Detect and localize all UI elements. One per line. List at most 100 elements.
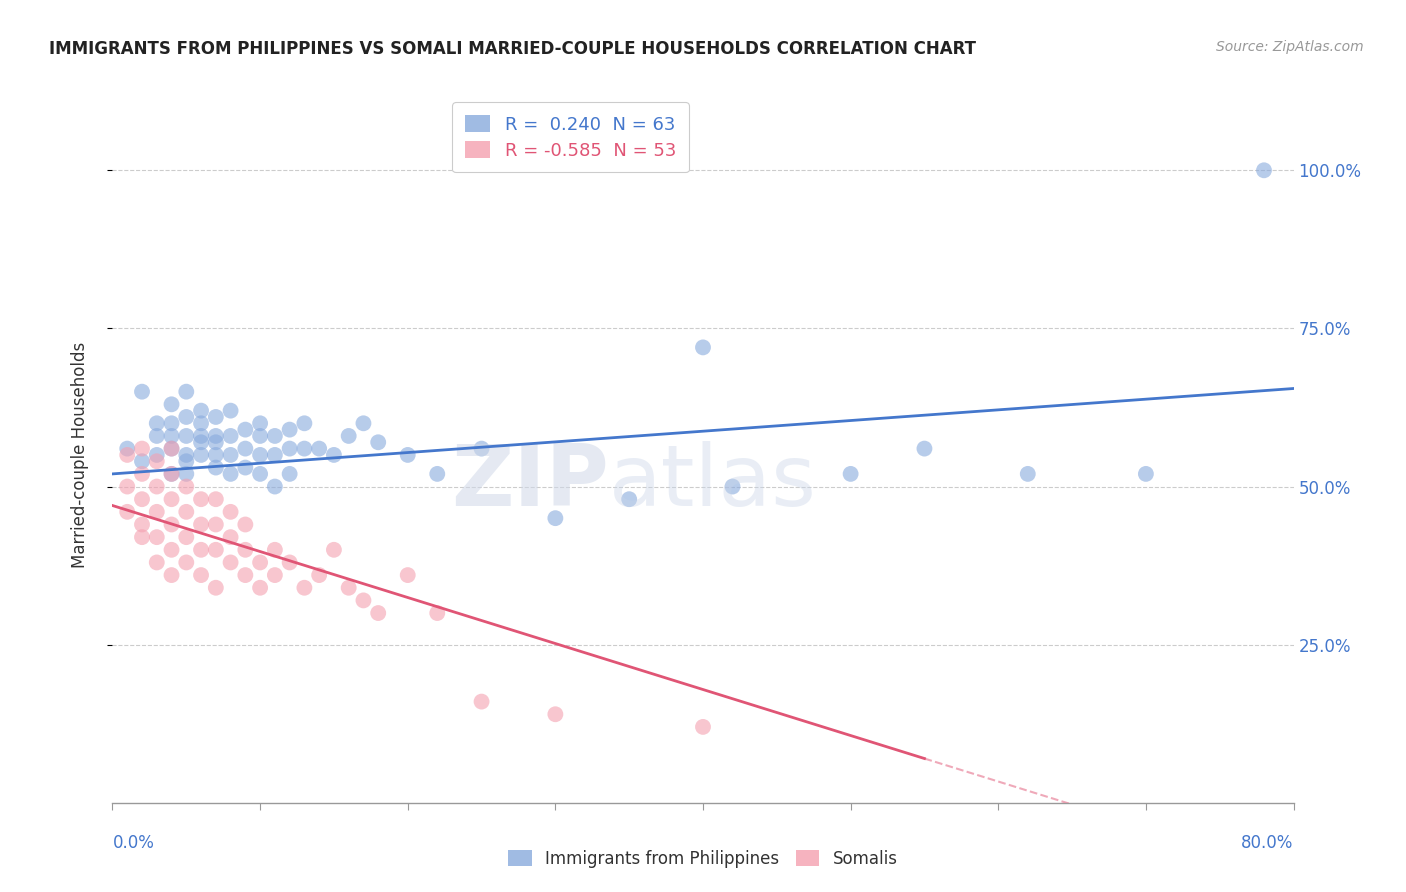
Point bbox=[264, 429, 287, 443]
Point bbox=[117, 479, 138, 493]
Point bbox=[205, 581, 228, 595]
Point bbox=[233, 460, 256, 475]
Point bbox=[249, 467, 271, 481]
Point bbox=[190, 403, 212, 417]
Y-axis label: Married-couple Households: Married-couple Households bbox=[70, 342, 89, 568]
Point bbox=[721, 479, 744, 493]
Point bbox=[692, 720, 714, 734]
Point bbox=[190, 435, 212, 450]
Point bbox=[233, 517, 256, 532]
Point bbox=[278, 442, 301, 456]
Point bbox=[278, 423, 301, 437]
Point bbox=[146, 556, 169, 570]
Point bbox=[160, 542, 183, 557]
Point bbox=[278, 467, 301, 481]
Point bbox=[233, 542, 256, 557]
Point bbox=[160, 467, 183, 481]
Point bbox=[146, 530, 169, 544]
Point bbox=[233, 568, 256, 582]
Point bbox=[190, 417, 212, 431]
Point bbox=[190, 517, 212, 532]
Point bbox=[249, 417, 271, 431]
Point bbox=[219, 556, 242, 570]
Point bbox=[396, 448, 419, 462]
Point bbox=[117, 442, 138, 456]
Point bbox=[352, 593, 374, 607]
Point bbox=[278, 556, 301, 570]
Point bbox=[146, 505, 169, 519]
Point bbox=[396, 568, 419, 582]
Point bbox=[249, 429, 271, 443]
Point bbox=[160, 397, 183, 411]
Point bbox=[426, 467, 449, 481]
Point bbox=[219, 467, 242, 481]
Point bbox=[117, 448, 138, 462]
Point bbox=[205, 409, 228, 424]
Point bbox=[233, 423, 256, 437]
Point bbox=[174, 429, 197, 443]
Point bbox=[146, 448, 169, 462]
Point bbox=[219, 505, 242, 519]
Text: 80.0%: 80.0% bbox=[1241, 834, 1294, 852]
Point bbox=[337, 581, 360, 595]
Point bbox=[264, 448, 287, 462]
Point bbox=[544, 511, 567, 525]
Text: 0.0%: 0.0% bbox=[112, 834, 155, 852]
Point bbox=[131, 530, 153, 544]
Point bbox=[264, 479, 287, 493]
Point bbox=[190, 429, 212, 443]
Point bbox=[174, 505, 197, 519]
Point bbox=[146, 429, 169, 443]
Point bbox=[146, 417, 169, 431]
Point bbox=[190, 568, 212, 582]
Point bbox=[174, 467, 197, 481]
Point bbox=[174, 479, 197, 493]
Point bbox=[131, 467, 153, 481]
Point bbox=[160, 417, 183, 431]
Point bbox=[190, 492, 212, 507]
Point bbox=[146, 454, 169, 468]
Point bbox=[146, 479, 169, 493]
Legend: Immigrants from Philippines, Somalis: Immigrants from Philippines, Somalis bbox=[502, 843, 904, 874]
Point bbox=[174, 454, 197, 468]
Point bbox=[292, 417, 315, 431]
Point bbox=[619, 492, 641, 507]
Point bbox=[219, 429, 242, 443]
Point bbox=[367, 435, 389, 450]
Point bbox=[131, 454, 153, 468]
Text: Source: ZipAtlas.com: Source: ZipAtlas.com bbox=[1216, 40, 1364, 54]
Point bbox=[174, 556, 197, 570]
Point bbox=[160, 568, 183, 582]
Point bbox=[117, 505, 138, 519]
Point bbox=[308, 442, 330, 456]
Point bbox=[470, 695, 494, 709]
Point bbox=[249, 448, 271, 462]
Point bbox=[205, 435, 228, 450]
Point bbox=[323, 448, 346, 462]
Point bbox=[131, 517, 153, 532]
Point bbox=[337, 429, 360, 443]
Point bbox=[914, 442, 936, 456]
Point bbox=[292, 442, 315, 456]
Point bbox=[205, 542, 228, 557]
Point bbox=[219, 403, 242, 417]
Point bbox=[160, 467, 183, 481]
Point bbox=[174, 384, 197, 399]
Point bbox=[190, 448, 212, 462]
Point bbox=[308, 568, 330, 582]
Point bbox=[160, 442, 183, 456]
Point bbox=[219, 530, 242, 544]
Point bbox=[131, 492, 153, 507]
Point bbox=[174, 448, 197, 462]
Point bbox=[205, 492, 228, 507]
Point bbox=[1135, 467, 1157, 481]
Point bbox=[292, 581, 315, 595]
Point bbox=[205, 460, 228, 475]
Text: IMMIGRANTS FROM PHILIPPINES VS SOMALI MARRIED-COUPLE HOUSEHOLDS CORRELATION CHAR: IMMIGRANTS FROM PHILIPPINES VS SOMALI MA… bbox=[49, 40, 976, 58]
Point bbox=[160, 517, 183, 532]
Point bbox=[544, 707, 567, 722]
Point bbox=[249, 556, 271, 570]
Text: atlas: atlas bbox=[609, 442, 817, 524]
Point bbox=[692, 340, 714, 354]
Point bbox=[131, 442, 153, 456]
